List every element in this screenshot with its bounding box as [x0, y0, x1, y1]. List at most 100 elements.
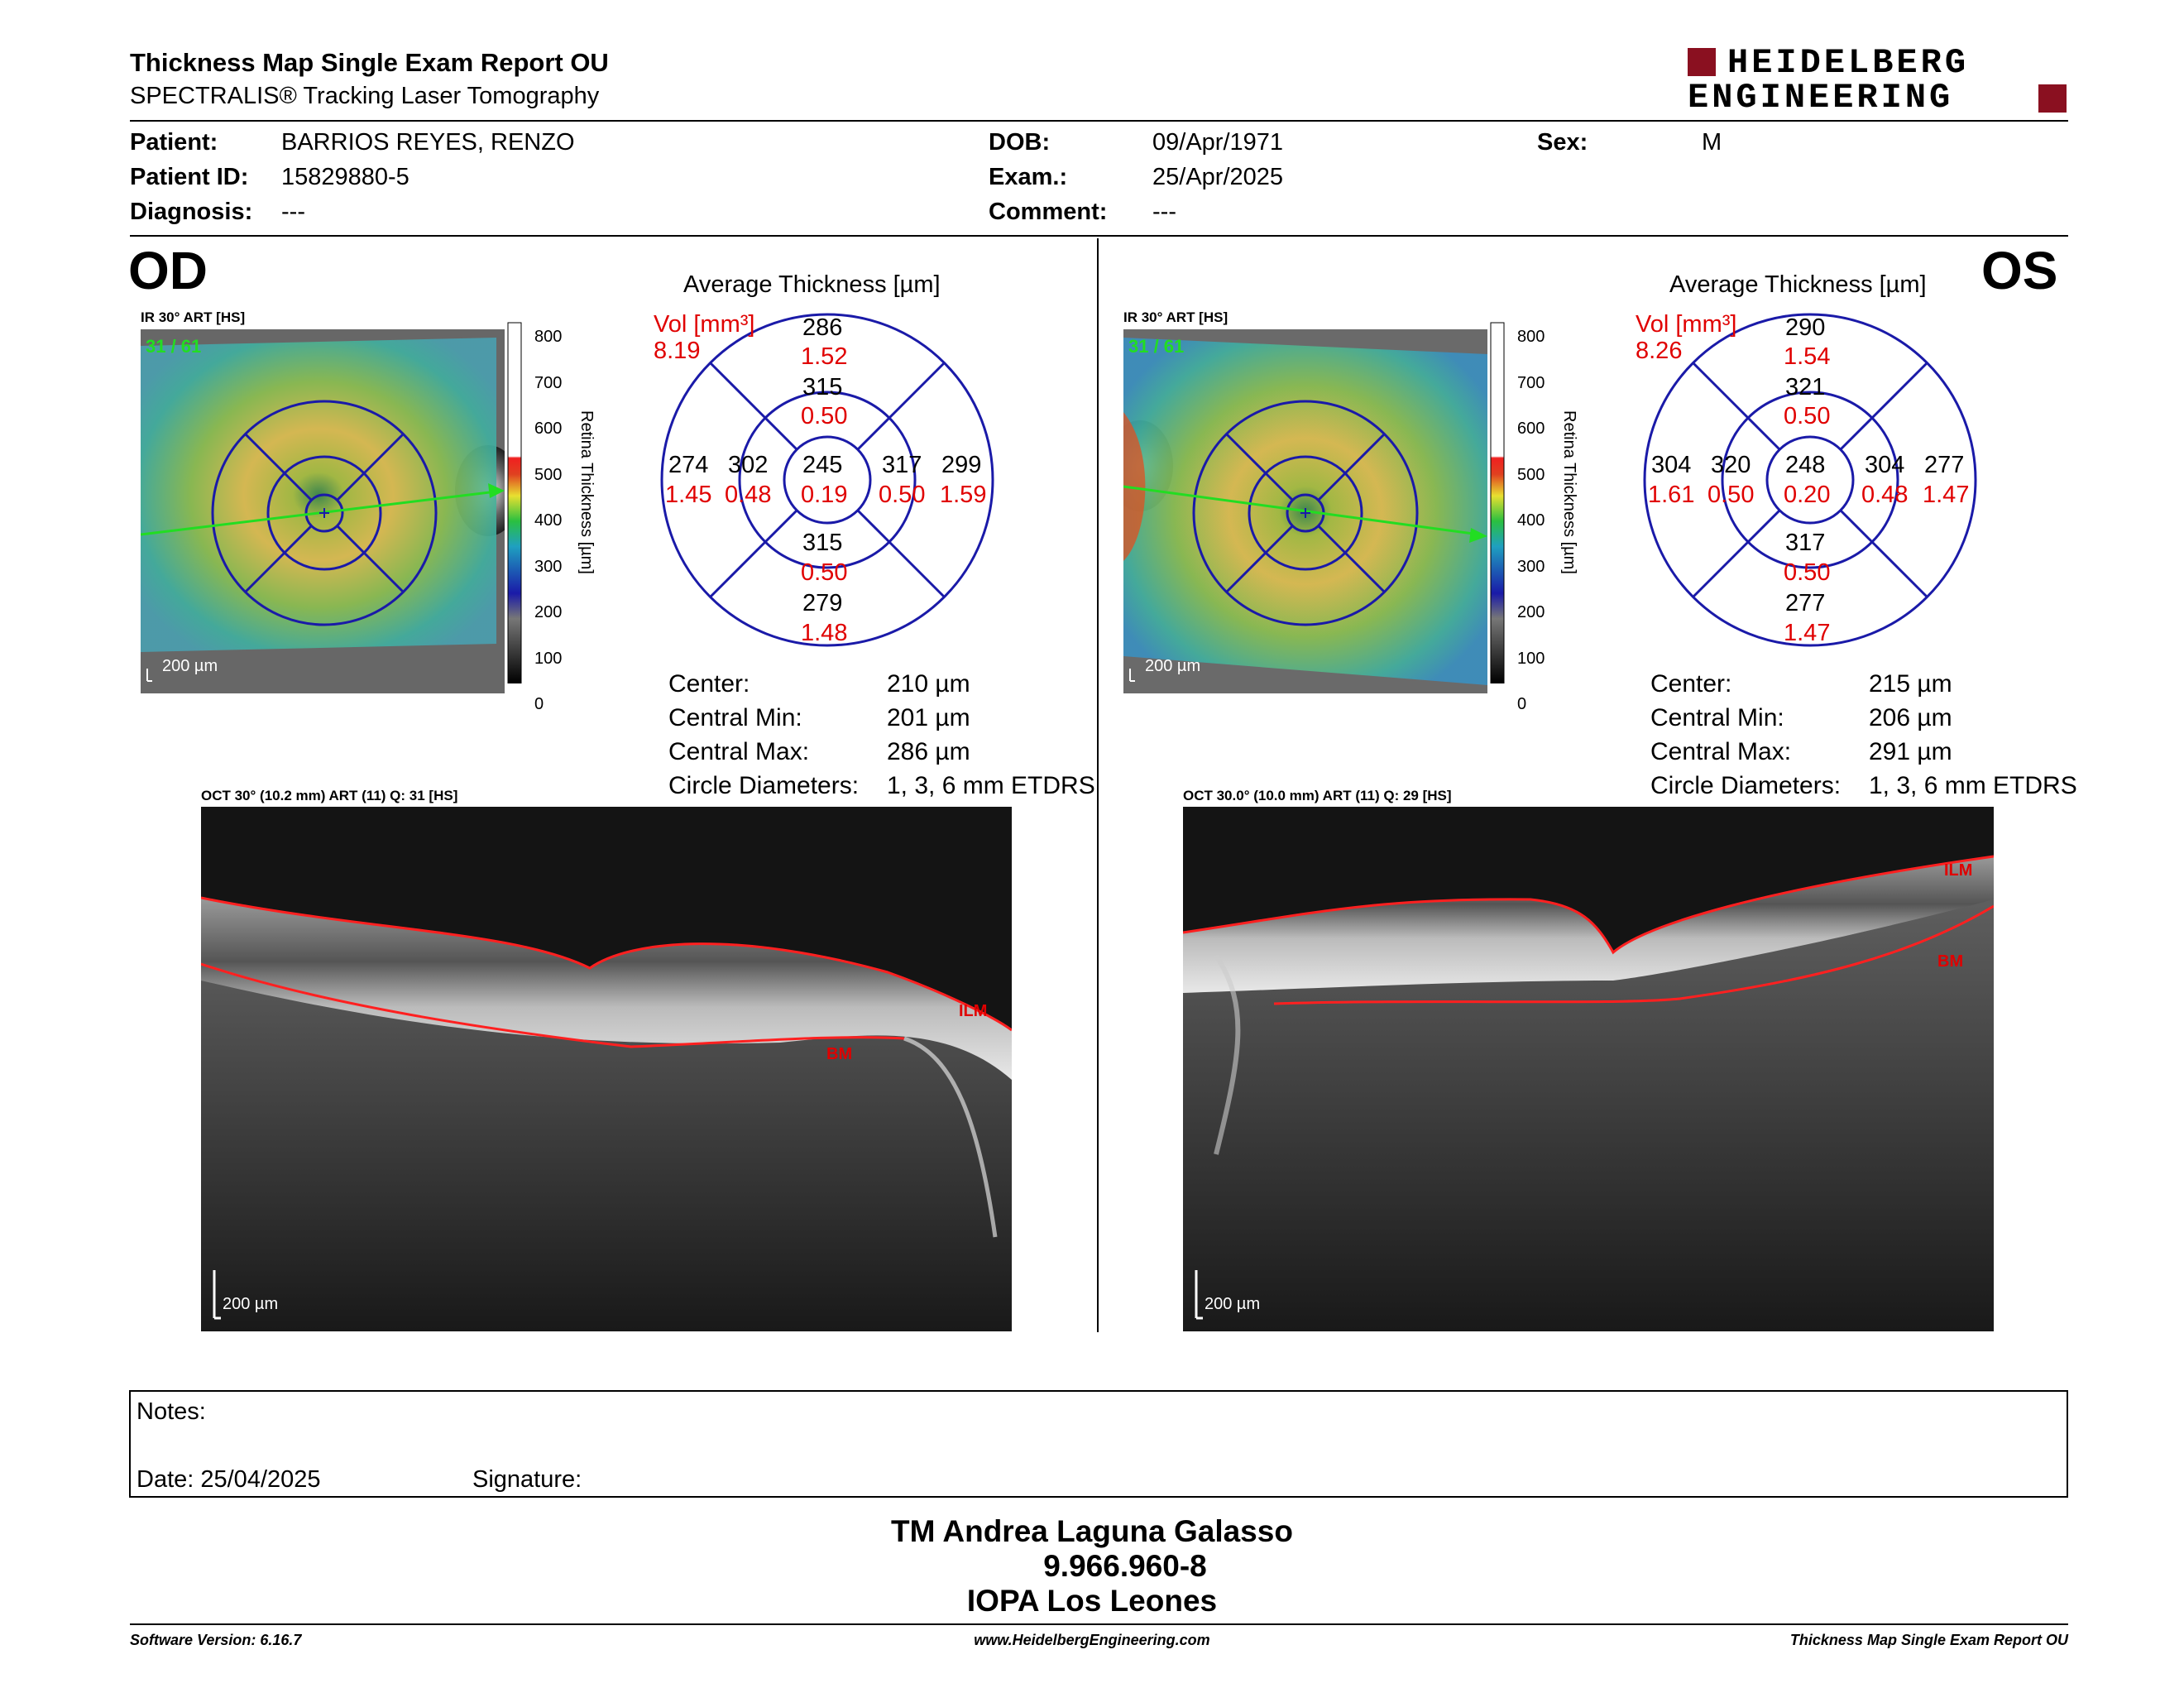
od-max-value: 286 µm [887, 738, 970, 765]
os-scale-tick-500: 500 [1517, 465, 1545, 484]
od-inner-inf: 315 [802, 530, 843, 556]
os-diam-label: Circle Diameters: [1650, 772, 1842, 799]
od-scale-title: Retina Thickness [µm] [577, 410, 596, 574]
dob-label: DOB: [989, 129, 1051, 156]
patient-divider [130, 235, 2068, 237]
od-inner-right: 317 [882, 452, 922, 478]
os-scale-tick-200: 200 [1517, 603, 1545, 621]
os-bm-label: BM [1937, 952, 1964, 971]
scale-tick-700: 700 [534, 373, 563, 392]
footer-url[interactable]: www.HeidelbergEngineering.com [974, 1632, 1210, 1648]
scale-tick-600: 600 [534, 420, 563, 438]
os-scale-tick-800: 800 [1517, 328, 1545, 346]
os-ilm-label: ILM [1944, 861, 1973, 880]
scale-tick-200: 200 [534, 603, 563, 621]
os-inner-inf-vol: 0.50 [1784, 559, 1831, 586]
od-ir-scale: 200 µm [162, 657, 218, 675]
diagnosis-label: Diagnosis: [130, 199, 253, 225]
os-scale-tick-100: 100 [1517, 649, 1545, 668]
patient-id-label: Patient ID: [130, 164, 249, 190]
os-color-scale: 800 700 600 500 400 300 200 100 0 Retina… [1489, 319, 1588, 713]
od-etdrs-grid [654, 306, 1001, 654]
od-outer-inf: 279 [802, 590, 843, 616]
os-inner-sup-vol: 0.50 [1784, 403, 1831, 429]
os-scale-tick-0: 0 [1517, 695, 1527, 713]
os-outer-sup: 290 [1785, 314, 1826, 341]
patient-id: 15829880-5 [281, 164, 410, 190]
od-center-label: Center: [668, 670, 750, 698]
os-scale-tick-600: 600 [1517, 420, 1545, 438]
od-outer-left-vol: 1.45 [665, 482, 712, 508]
os-oct-label: OCT 30.0° (10.0 mm) ART (11) Q: 29 [HS] [1183, 788, 1452, 803]
od-avg-title: Average Thickness [µm] [683, 271, 941, 298]
notes-box[interactable]: Notes: Date: 25/04/2025 Signature: [129, 1390, 2068, 1498]
od-ir-count: 31 / 61 [146, 336, 202, 357]
heidelberg-logo: HEIDELBERG ENGINEERING [1688, 43, 2068, 117]
os-outer-left: 304 [1651, 452, 1692, 478]
od-outer-right-vol: 1.59 [940, 482, 987, 508]
od-ilm-label: ILM [959, 1002, 988, 1020]
od-outer-sup: 286 [802, 314, 843, 341]
signer-id: 9.966.960-8 [1043, 1549, 1207, 1583]
od-inner-sup: 315 [802, 374, 843, 400]
os-vol-label: Vol [mm³] [1636, 311, 1737, 338]
signer-org: IOPA Los Leones [966, 1584, 1218, 1618]
exam-value: 25/Apr/2025 [1152, 164, 1284, 190]
od-oct-scan: ILM BM 200 µm [200, 807, 1013, 1331]
os-min-label: Central Min: [1650, 704, 1784, 731]
footer-report-name: Thickness Map Single Exam Report OU [1789, 1632, 2068, 1648]
dob-value: 09/Apr/1971 [1152, 129, 1284, 156]
patient-name: BARRIOS REYES, RENZO [281, 129, 575, 156]
od-inner-left-vol: 0.48 [725, 482, 772, 508]
os-scale-tick-300: 300 [1517, 557, 1545, 576]
signature-label: Signature: [472, 1466, 582, 1493]
report-subtitle: SPECTRALIS® Tracking Laser Tomography [130, 83, 600, 109]
os-inner-right: 304 [1865, 452, 1905, 478]
os-thickness-map: 31 / 61 200 µm [1107, 329, 1487, 693]
exam-label: Exam.: [989, 164, 1068, 190]
notes-label: Notes: [136, 1398, 206, 1425]
od-oct-scale: 200 µm [223, 1295, 279, 1313]
os-scale-tick-400: 400 [1517, 511, 1545, 530]
os-avg-title: Average Thickness [µm] [1669, 271, 1927, 298]
logo-line2: ENGINEERING [1688, 78, 1954, 117]
header-divider [130, 120, 2068, 122]
od-inner-left: 302 [728, 452, 769, 478]
od-eye-label: OD [128, 241, 208, 300]
od-vol-label: Vol [mm³] [654, 311, 755, 338]
os-ir-count: 31 / 61 [1128, 336, 1185, 357]
sex-label: Sex: [1537, 129, 1588, 156]
os-vol-total: 8.26 [1636, 338, 1683, 364]
footer-divider [130, 1623, 2068, 1625]
od-inner-right-vol: 0.50 [879, 482, 926, 508]
notes-date: Date: 25/04/2025 [136, 1466, 321, 1493]
os-outer-inf: 277 [1785, 590, 1826, 616]
od-diam-value: 1, 3, 6 mm ETDRS [887, 772, 1095, 799]
os-min-value: 206 µm [1869, 704, 1952, 731]
os-outer-right: 277 [1924, 452, 1965, 478]
od-inner-inf-vol: 0.50 [801, 559, 848, 586]
patient-label: Patient: [130, 129, 218, 156]
software-version: Software Version: 6.16.7 [130, 1632, 302, 1648]
od-color-scale: 800 700 600 500 400 300 200 100 0 Retina… [506, 319, 606, 713]
scale-tick-300: 300 [534, 557, 563, 576]
report-title: Thickness Map Single Exam Report OU [130, 48, 609, 77]
logo-line1: HEIDELBERG [1727, 43, 1970, 83]
od-vol-total: 8.19 [654, 338, 701, 364]
scale-tick-400: 400 [534, 511, 563, 530]
od-max-label: Central Max: [668, 738, 810, 765]
od-min-label: Central Min: [668, 704, 802, 731]
od-center-value: 210 µm [887, 670, 970, 698]
os-inner-inf: 317 [1785, 530, 1826, 556]
signer-name: TM Andrea Laguna Galasso [891, 1514, 1293, 1548]
od-outer-sup-vol: 1.52 [801, 343, 848, 370]
od-min-value: 201 µm [887, 704, 970, 731]
comment-label: Comment: [989, 199, 1108, 225]
os-etdrs-grid [1636, 306, 1984, 654]
logo-square-bottom [2038, 84, 2067, 113]
os-max-label: Central Max: [1650, 738, 1792, 765]
os-outer-sup-vol: 1.54 [1784, 343, 1831, 370]
os-outer-inf-vol: 1.47 [1784, 620, 1831, 646]
os-ir-label: IR 30° ART [HS] [1123, 309, 1228, 325]
sex-value: M [1702, 129, 1722, 156]
